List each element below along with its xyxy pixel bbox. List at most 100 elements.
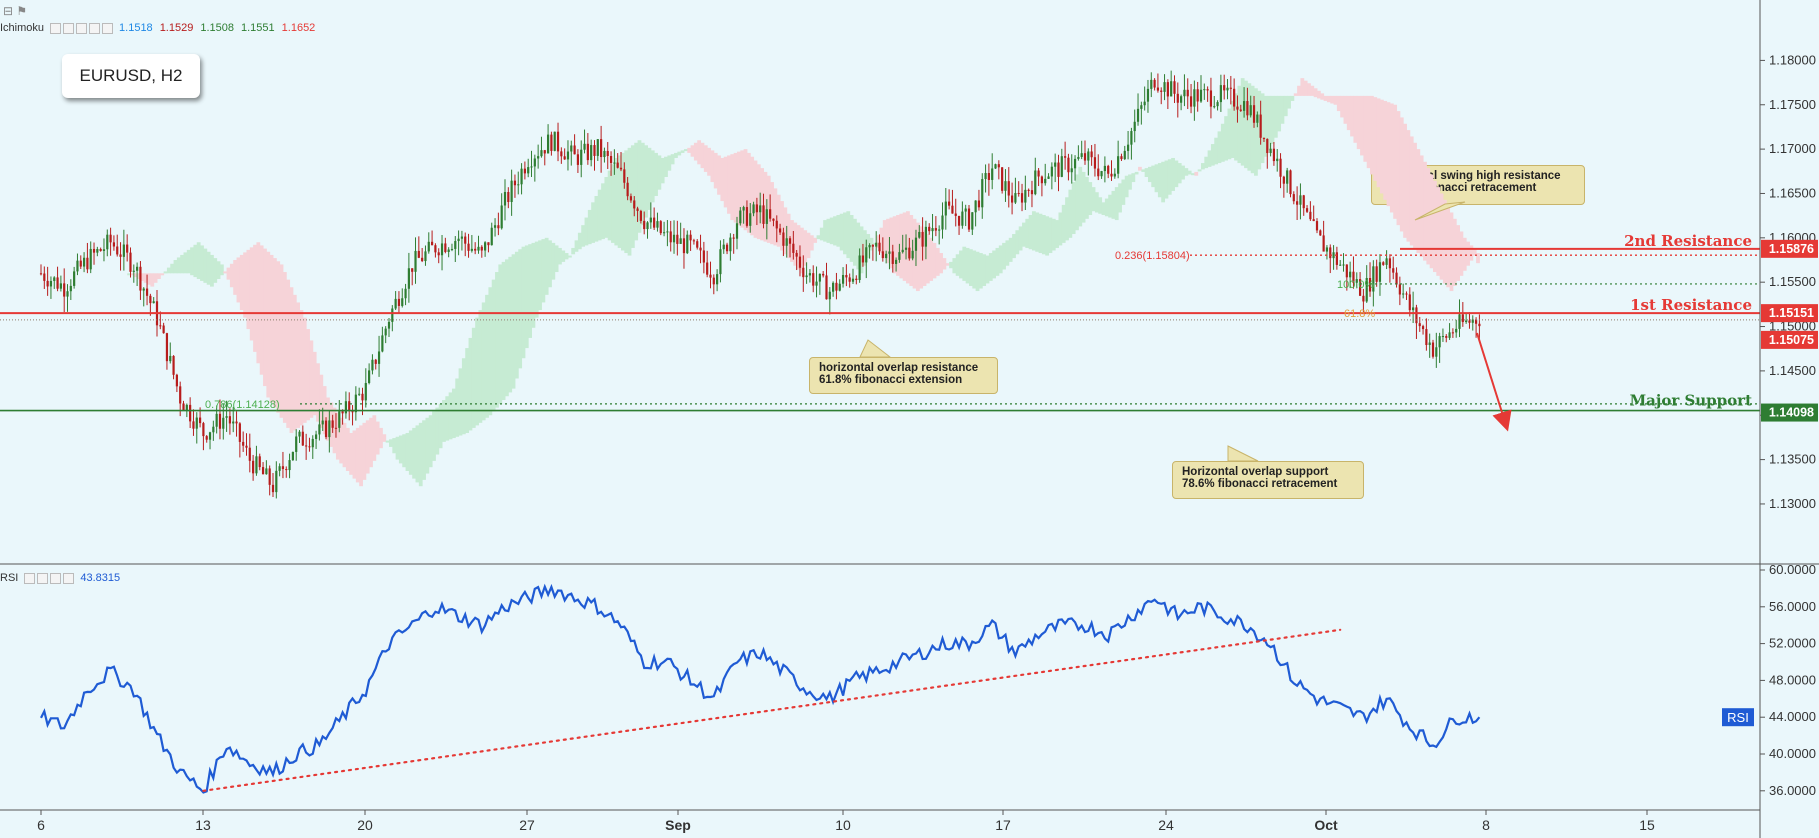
candle-body (281, 466, 285, 470)
cloud-segment (342, 422, 347, 468)
candle-body (878, 242, 881, 252)
layout-icon[interactable]: ⊟ ⚑ (3, 4, 28, 18)
candle-body (79, 260, 82, 267)
cloud-segment (1028, 215, 1033, 250)
candle-body (881, 251, 884, 259)
candle-body (848, 277, 851, 282)
candle-body (255, 456, 258, 474)
ichimoku-value: 1.1529 (159, 22, 194, 34)
cloud-segment (601, 183, 605, 240)
candle-body (1233, 88, 1236, 107)
cloud-segment (969, 249, 973, 286)
price-tick-label: 1.15000 (1769, 319, 1816, 334)
cloud-segment (809, 235, 814, 251)
candle-body (218, 413, 222, 429)
rsi-panel: 60.0000 56.0000 52.0000 48.0000 44.0000 40.00… (40, 562, 1816, 798)
candle-body (1160, 90, 1163, 92)
candle-body (39, 273, 43, 275)
candle-body (1150, 79, 1153, 89)
candle-body (401, 298, 404, 306)
candle-body (1405, 293, 1408, 295)
candle-body (122, 244, 125, 257)
candle-body (808, 273, 812, 276)
cloud-segment (1184, 168, 1189, 176)
cloud-segment (975, 251, 980, 292)
candle-body (1229, 87, 1232, 89)
candle-body (1299, 195, 1302, 205)
candle-body (991, 168, 994, 180)
candle-body (208, 432, 212, 440)
candle-body (507, 192, 510, 203)
candle-body (1289, 170, 1292, 195)
ichimoku-legend[interactable]: Ichimoku 1.1518 1.1529 1.1508 1.1551 1.1652 (0, 22, 322, 34)
cloud-segment (1094, 192, 1099, 213)
cloud-segment (1124, 175, 1129, 198)
cloud-segment (647, 147, 652, 210)
candle-body (639, 210, 642, 221)
candle-body (961, 211, 964, 226)
cloud-segment (634, 142, 639, 241)
candle-body (361, 393, 364, 401)
major-support-tag-bg (1761, 403, 1818, 422)
cloud-segment (796, 225, 801, 270)
cloud-segment (1031, 211, 1036, 251)
indicator-buttons[interactable] (24, 572, 75, 584)
candle-body (136, 266, 139, 271)
candle-body (1312, 219, 1315, 222)
candle-body (1067, 157, 1070, 173)
time-tick-label: 24 (1158, 817, 1174, 833)
rsi-legend[interactable]: RSI 43.8315 (0, 572, 120, 584)
candle-body (421, 257, 424, 262)
candle-body (73, 271, 76, 286)
candle-body (1448, 332, 1451, 338)
candle-body (1266, 138, 1269, 154)
cloud-segment (932, 242, 937, 279)
candle-body (1057, 162, 1060, 177)
candle-body (1070, 168, 1073, 173)
indicator-buttons[interactable] (50, 22, 114, 34)
cloud-segment (1131, 173, 1136, 183)
cloud-segment (253, 244, 257, 352)
cloud-segment (534, 241, 539, 318)
candle-body (1010, 195, 1014, 203)
candle-body (1296, 201, 1299, 205)
cloud-segment (548, 240, 552, 288)
candle-body (904, 247, 908, 250)
cloud-segment (1360, 95, 1364, 156)
cloud-segment (1055, 220, 1059, 248)
candle-body (997, 164, 1000, 168)
candle-body (1047, 176, 1050, 179)
candle-body (1027, 189, 1030, 191)
candle-body (1216, 102, 1219, 107)
cloud-segment (1466, 241, 1470, 266)
cloud-segment (180, 254, 184, 274)
cloud-segment (1048, 217, 1053, 254)
cloud-segment (1370, 95, 1374, 175)
candle-body (563, 156, 566, 160)
cloud-segment (1254, 88, 1258, 176)
candle-body (1170, 81, 1173, 97)
cloud-segment (799, 227, 804, 274)
candle-body (828, 291, 831, 300)
candle-body (1451, 332, 1454, 334)
candle-body (165, 333, 169, 362)
cloud-segment (959, 250, 963, 279)
candle-body (722, 244, 725, 250)
candle-body (1388, 258, 1392, 269)
candle-body (742, 207, 745, 211)
candle-body (1438, 336, 1441, 348)
candle-body (921, 231, 924, 247)
candle-body (513, 180, 517, 186)
cloud-segment (630, 145, 635, 248)
cloud-segment (1343, 95, 1348, 124)
cloud-segment (1210, 144, 1215, 166)
cloud-segment (1409, 136, 1414, 246)
candle-body (981, 179, 984, 208)
candle-body (560, 151, 563, 157)
cloud-segment (498, 264, 503, 404)
overlap-resistance-note: horizontal overlap resistance 61.8% fibon… (809, 357, 998, 394)
cloud-segment (1260, 93, 1265, 164)
candle-body (1256, 114, 1259, 123)
